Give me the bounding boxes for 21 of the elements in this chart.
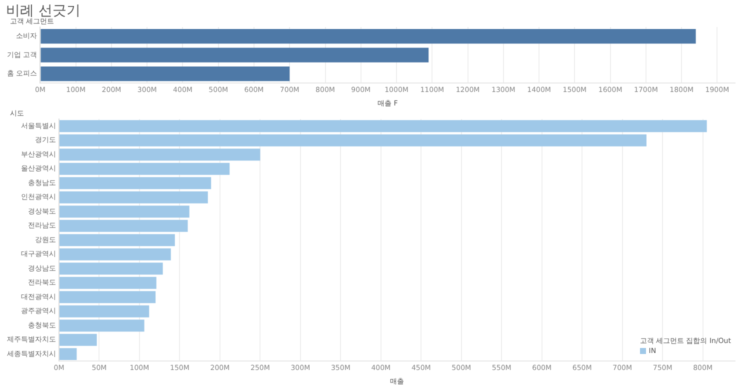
bar (60, 220, 188, 232)
bar (60, 291, 156, 304)
bar (40, 48, 429, 62)
bar (60, 248, 171, 260)
bar (60, 334, 97, 346)
bar (40, 66, 290, 82)
bar (60, 191, 208, 204)
bar (60, 348, 77, 360)
bar (60, 162, 230, 175)
bar (60, 120, 707, 132)
bar (60, 262, 163, 275)
bar (60, 234, 175, 246)
bar (60, 134, 646, 146)
bar (60, 320, 144, 332)
bar (60, 148, 260, 161)
bar (40, 29, 696, 44)
bar (60, 206, 190, 218)
bar (60, 305, 150, 318)
bar (60, 276, 156, 289)
chart-title: 비례 선긋기 (6, 2, 80, 19)
bar (60, 177, 212, 190)
